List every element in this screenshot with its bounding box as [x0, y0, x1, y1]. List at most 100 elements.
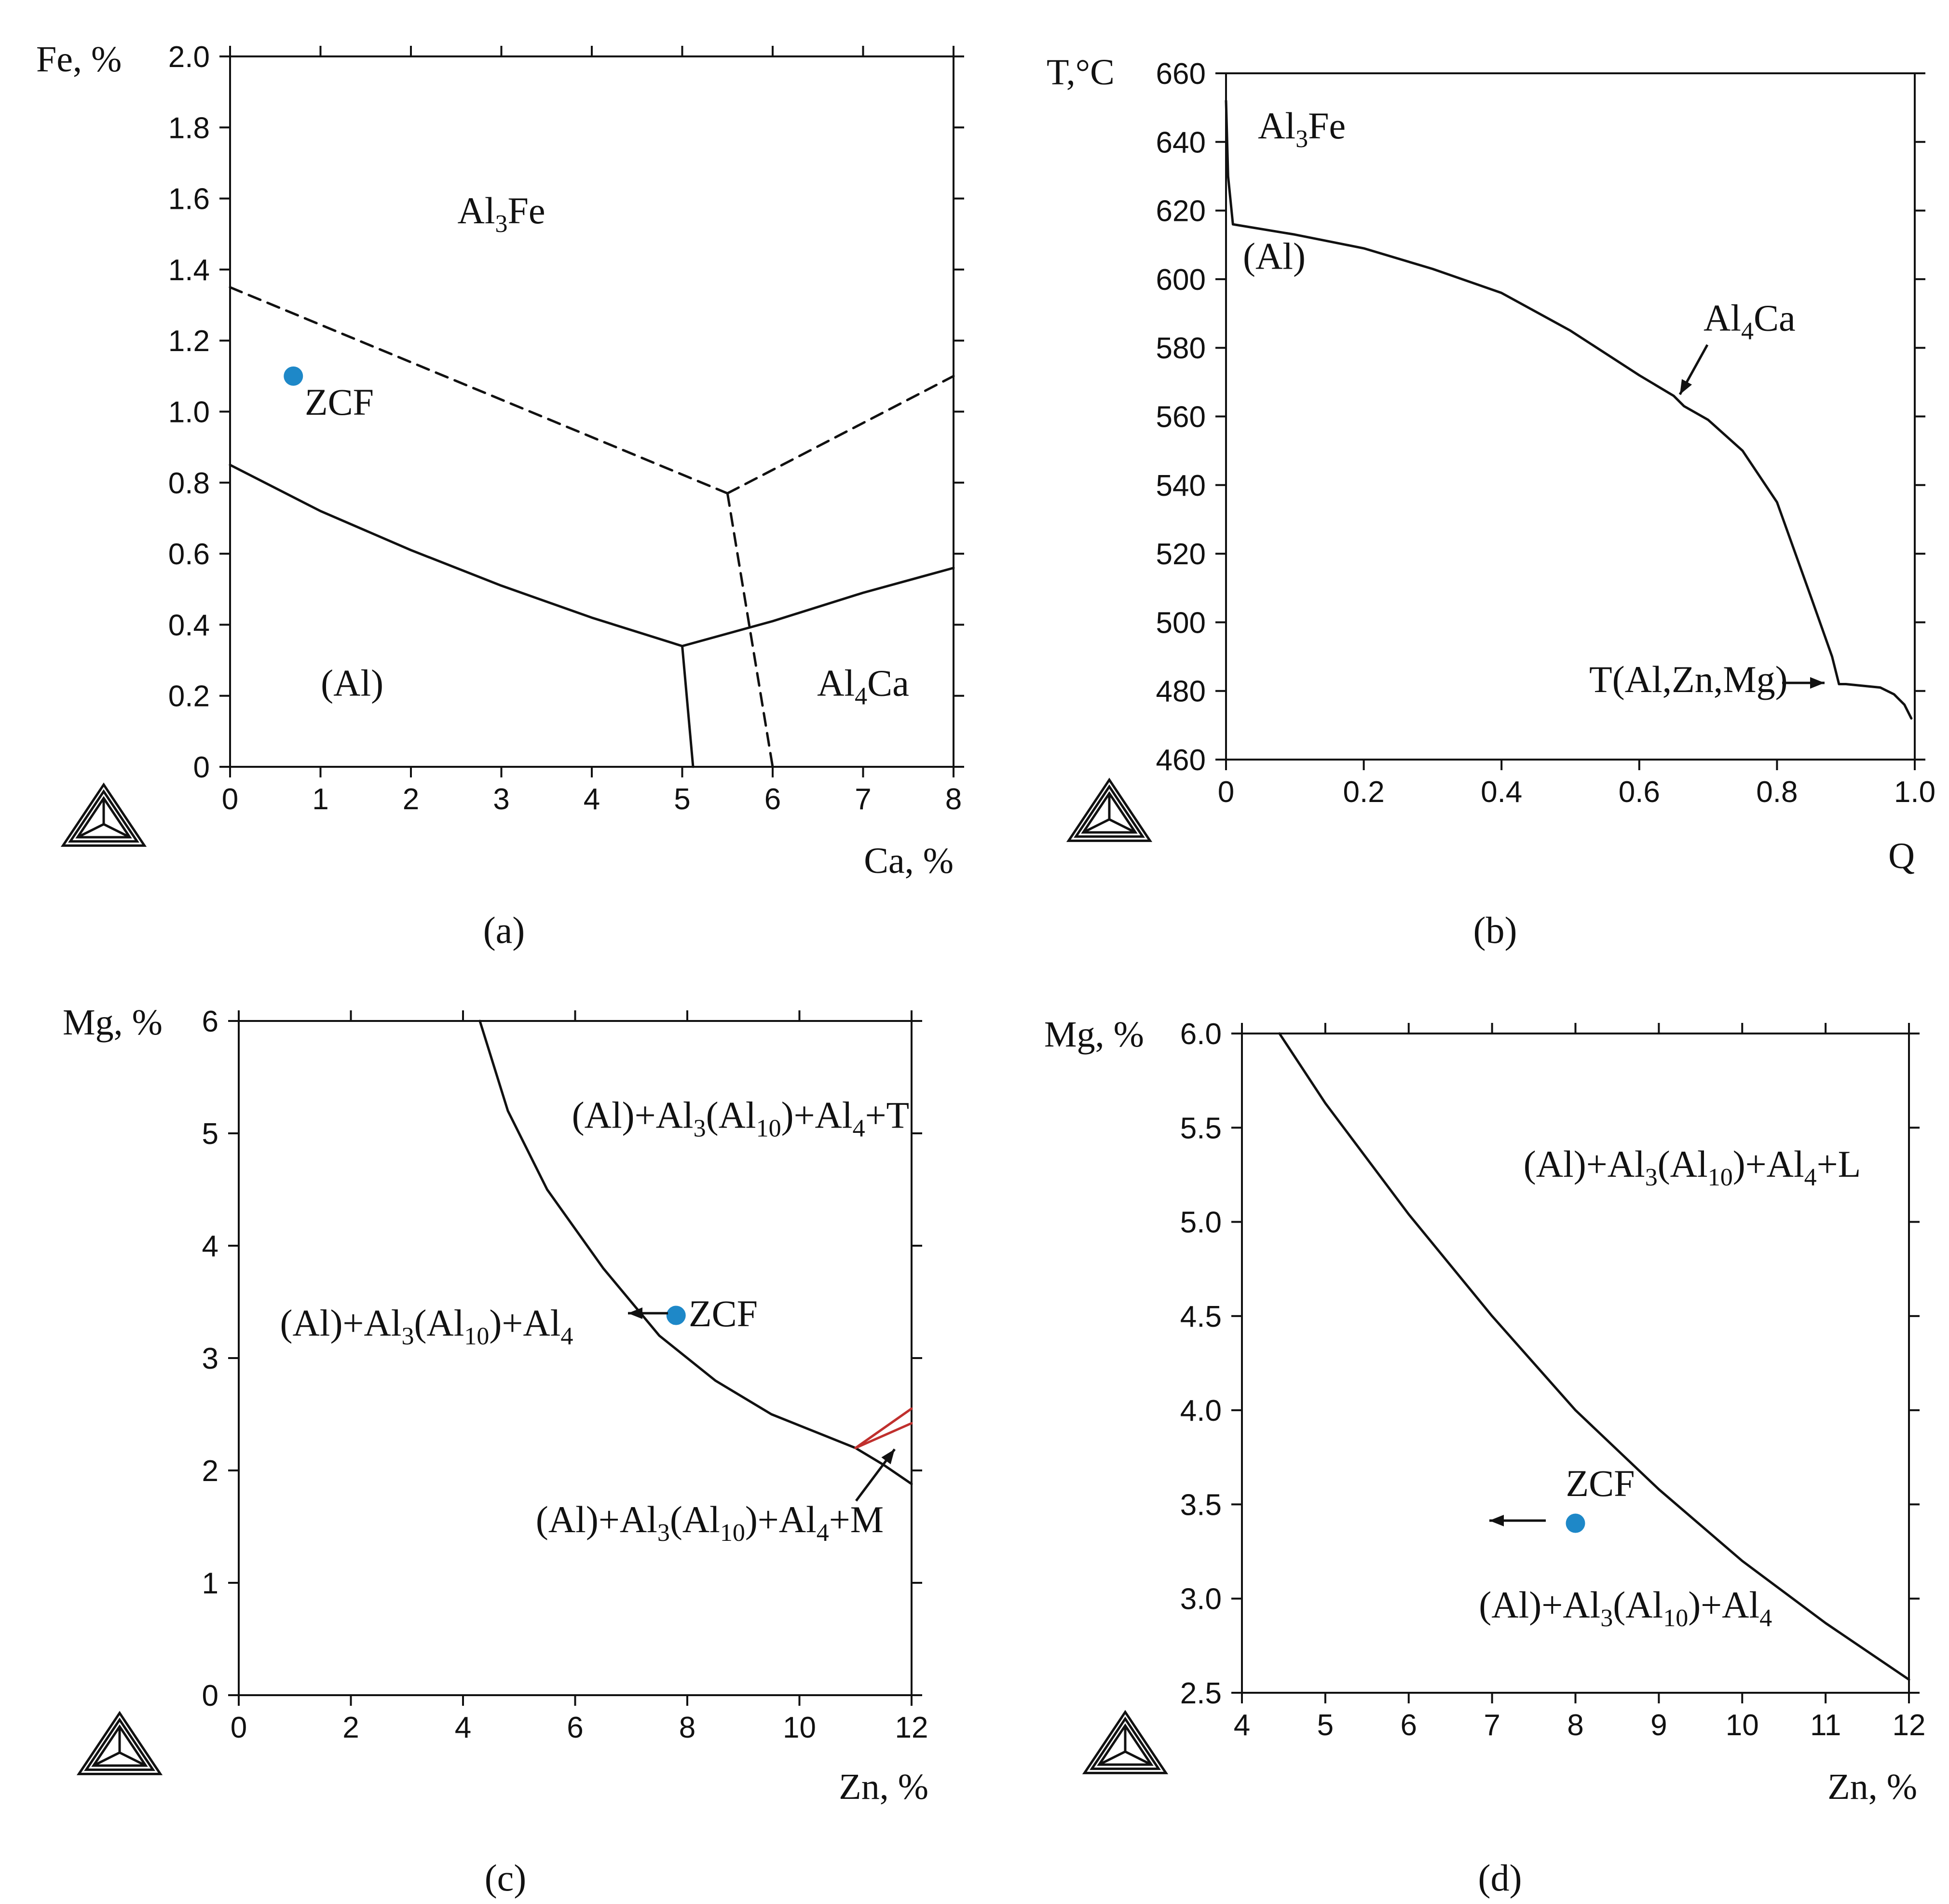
x-tick-label: 0: [222, 783, 238, 816]
phase-region-label: Al3Fe: [458, 190, 545, 238]
y-tick-label: 6: [202, 1005, 218, 1038]
y-tick-label: 2: [202, 1455, 218, 1488]
logo-triangle-spoke: [119, 1751, 147, 1767]
logo-triangle-outline: [1090, 1716, 1161, 1770]
x-tick-label: 0: [1218, 775, 1234, 809]
zcf-alloy-point: [284, 366, 303, 386]
x-tick-label: 5: [1317, 1709, 1334, 1742]
y-tick-label: 3: [202, 1342, 218, 1375]
logo-triangle-outline: [1066, 777, 1153, 842]
logo-triangle-outline: [76, 1711, 163, 1775]
x-tick-label: 7: [1484, 1709, 1500, 1742]
zcf-direction-arrow: [628, 1307, 668, 1319]
y-tick-label: 0.6: [168, 538, 210, 571]
x-tick-label: 8: [945, 783, 962, 816]
logo-triangle-spoke: [1098, 1750, 1126, 1766]
panel-caption: (d): [1478, 1857, 1522, 1899]
thermo-calc-triangle-icon: [60, 782, 147, 847]
y-tick-label: 1.4: [168, 254, 210, 287]
y-tick-label: 560: [1156, 401, 1206, 434]
y-tick-label: 4: [202, 1230, 218, 1263]
logo-triangle-spoke: [1082, 818, 1110, 834]
series-red-boundary-upper: [854, 1407, 913, 1449]
series-solidification-curve: [1225, 99, 1913, 720]
phase-region-label: (Al): [1243, 235, 1306, 277]
x-tick-label: 12: [895, 1711, 928, 1744]
y-axis-label: Fe, %: [36, 39, 122, 80]
ternary-phase-arrow: [1782, 677, 1825, 689]
y-tick-label: 2.0: [168, 41, 210, 74]
y-tick-label: 1: [202, 1567, 218, 1600]
series-solid-boundary-right: [681, 567, 955, 648]
y-tick-label: 0.8: [168, 467, 210, 500]
y-tick-label: 0.2: [168, 680, 210, 713]
y-axis-label: Mg, %: [1044, 1014, 1144, 1055]
x-tick-label: 0.8: [1756, 775, 1798, 809]
phase-region-label: Al3Fe: [1258, 105, 1346, 153]
phase-region-label: (Al)+Al3(Al10)+Al4+L: [1524, 1143, 1861, 1191]
phase-region-label: (Al)+Al3(Al10)+Al4+T: [572, 1094, 910, 1142]
y-tick-label: 0.4: [168, 609, 210, 642]
x-tick-label: 6: [764, 783, 781, 816]
y-tick-label: 1.8: [168, 111, 210, 145]
logo-triangle-outline: [60, 782, 147, 847]
y-tick-label: 3.0: [1180, 1583, 1222, 1616]
zcf-marker-label: ZCF: [1566, 1462, 1635, 1504]
x-tick-label: 0.6: [1619, 775, 1660, 809]
panel-b: 0 0.2 0.4 0.6 0.8 1.0 460 480 500 520 540 560 580 600…: [1047, 52, 1935, 951]
x-tick-label: 8: [679, 1711, 695, 1744]
y-tick-label: 5: [202, 1117, 218, 1151]
ternary-phase-annotation: T(Al,Zn,Mg): [1589, 658, 1788, 700]
logo-triangle-spoke: [93, 1751, 121, 1767]
x-tick-label: 3: [493, 783, 509, 816]
y-tick-label: 600: [1156, 263, 1206, 297]
x-tick-label: 0.2: [1343, 775, 1384, 809]
x-tick-label: 1: [312, 783, 328, 816]
x-tick-label: 8: [1567, 1709, 1583, 1742]
panel-caption: (a): [483, 909, 525, 951]
thermo-calc-triangle-icon: [1066, 777, 1153, 842]
logo-triangle-spoke: [103, 823, 131, 839]
logo-triangle-spoke: [77, 823, 105, 839]
phase-region-label: Al4Ca: [817, 662, 909, 710]
zcf-alloy-point: [666, 1306, 686, 1325]
series-dashed-boundary-down: [726, 492, 774, 768]
series-solid-boundary-left: [229, 463, 683, 648]
arrow-head: [1680, 379, 1692, 394]
x-tick-label: 5: [674, 783, 690, 816]
series-phase-boundary: [1278, 1032, 1910, 1681]
logo-triangle-spoke: [1108, 818, 1136, 834]
y-tick-label: 5.0: [1180, 1206, 1222, 1239]
y-tick-label: 520: [1156, 538, 1206, 571]
y-tick-label: 480: [1156, 675, 1206, 708]
phase-region-label: (Al)+Al3(Al10)+Al4: [1479, 1584, 1772, 1632]
m-phase-pointer-arrow: [855, 1448, 896, 1502]
arrow-head: [1810, 677, 1825, 689]
phase-region-label: (Al)+Al3(Al10)+Al4+M: [536, 1498, 884, 1547]
logo-triangle-outline: [75, 796, 132, 839]
y-tick-label: 4.0: [1180, 1394, 1222, 1428]
y-tick-label: 500: [1156, 606, 1206, 639]
x-tick-label: 12: [1893, 1709, 1926, 1742]
y-tick-label: 0: [193, 751, 210, 784]
x-axis-label: Zn, %: [839, 1767, 928, 1807]
x-axis-label: Zn, %: [1827, 1767, 1917, 1807]
logo-triangle-outline: [1097, 1723, 1154, 1766]
x-tick-label: 4: [1234, 1709, 1250, 1742]
x-tick-label: 7: [855, 783, 871, 816]
phase-region-label: Al4Ca: [1704, 297, 1796, 345]
x-tick-label: 0: [231, 1711, 247, 1744]
thermo-calc-triangle-icon: [1082, 1710, 1169, 1774]
x-tick-label: 6: [567, 1711, 583, 1744]
series-phase-boundary: [478, 1020, 913, 1485]
y-tick-label: 580: [1156, 332, 1206, 365]
x-tick-label: 6: [1401, 1709, 1417, 1742]
panel-caption: (b): [1473, 909, 1517, 951]
logo-triangle-outline: [1074, 784, 1145, 838]
y-tick-label: 1.0: [168, 396, 210, 429]
x-tick-label: 1.0: [1894, 775, 1935, 809]
panel-a: 0 1 2 3 4 5 6 7 8 0 0.2 0.4 0.6 0.8 1.0 1.2 1.4 1.6 1.8 2.0…: [36, 39, 964, 951]
y-tick-label: 5.5: [1180, 1112, 1222, 1145]
